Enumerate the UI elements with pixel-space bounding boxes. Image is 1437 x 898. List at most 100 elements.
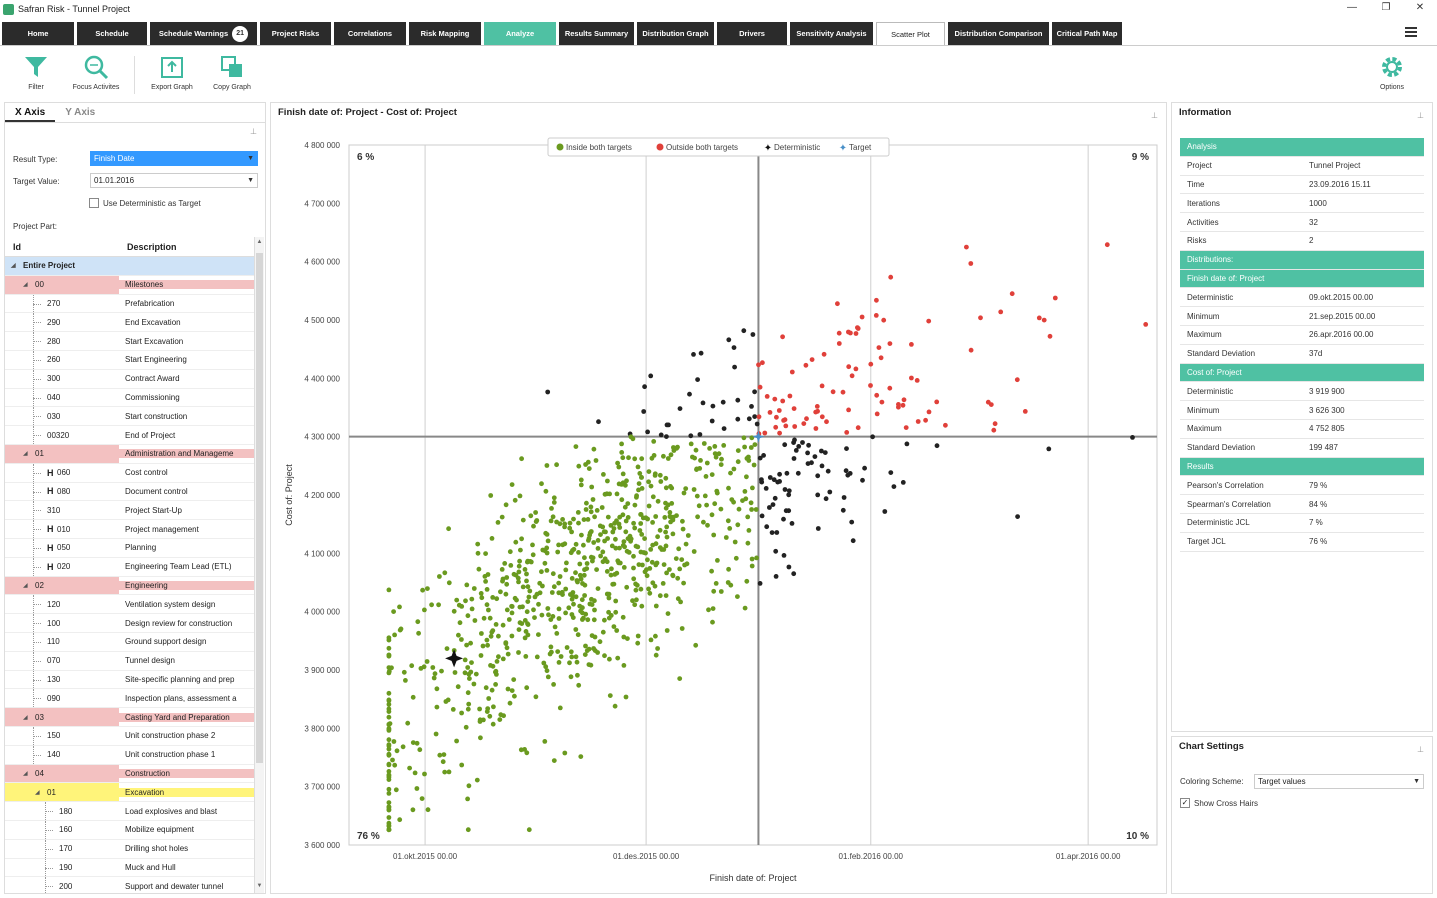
grid-row[interactable]: 160 Mobilize equipment: [5, 820, 257, 840]
point-inside-targets: [391, 739, 397, 744]
grid-row[interactable]: 190 Muck and Hull: [5, 858, 257, 878]
tab-scatter-plot[interactable]: Scatter Plot: [876, 22, 945, 45]
grid-row[interactable]: 090 Inspection plans, assessment a: [5, 689, 257, 709]
grid-row[interactable]: 100 Design review for construction: [5, 614, 257, 633]
scroll-thumb[interactable]: [256, 253, 263, 763]
grid-row[interactable]: 200 Support and dewater tunnel: [5, 877, 257, 893]
row-id: 04: [35, 768, 44, 778]
grid-row[interactable]: H 020 Engineering Team Lead (ETL): [5, 557, 257, 577]
hamburger-menu-icon[interactable]: [1405, 27, 1417, 37]
tab-x-axis[interactable]: X Axis: [5, 103, 56, 122]
grid-row[interactable]: 310 Project Start-Up: [5, 501, 257, 521]
grid-row[interactable]: 120 Ventilation system design: [5, 595, 257, 615]
focus-activities-button[interactable]: Focus Activites: [66, 54, 126, 91]
filter-button[interactable]: Filter: [6, 54, 66, 91]
point-mixed: [695, 377, 700, 382]
grid-row[interactable]: ◢ 00 Milestones: [5, 275, 257, 295]
grid-row[interactable]: 070 Tunnel design: [5, 651, 257, 671]
tab-analyze[interactable]: Analyze: [484, 22, 556, 45]
options-button[interactable]: Options: [1362, 54, 1422, 91]
grid-row[interactable]: 260 Start Engineering: [5, 350, 257, 370]
tab-risk-mapping[interactable]: Risk Mapping: [409, 22, 481, 45]
column-header-id[interactable]: Id: [13, 242, 21, 252]
pin-icon[interactable]: ⊥: [1417, 111, 1424, 120]
use-deterministic-checkbox[interactable]: [89, 198, 99, 208]
expand-icon[interactable]: ◢: [23, 582, 28, 589]
grid-row[interactable]: 130 Site-specific planning and prep: [5, 670, 257, 690]
scatter-plot[interactable]: 3 600 000 3 700 000 3 800 000 3 900 000 4 00…: [271, 103, 1166, 893]
tab-correlations[interactable]: Correlations: [334, 22, 406, 45]
point-inside-targets: [544, 668, 550, 674]
tab-schedule[interactable]: Schedule: [77, 22, 147, 45]
tree-line: [33, 614, 41, 632]
tab-schedule-warnings[interactable]: Schedule Warnings 21: [150, 22, 257, 45]
point-mixed: [849, 519, 855, 525]
grid-row[interactable]: H 050 Planning: [5, 538, 257, 558]
tab-drivers[interactable]: Drivers: [717, 22, 787, 45]
close-button[interactable]: ✕: [1415, 2, 1425, 13]
grid-row[interactable]: 300 Contract Award: [5, 369, 257, 389]
grid-row[interactable]: 170 Drilling shot holes: [5, 839, 257, 859]
show-crosshairs-checkbox[interactable]: ✓: [1180, 798, 1190, 808]
grid-row[interactable]: 00320 End of Project: [5, 426, 257, 445]
point-inside-targets: [484, 709, 490, 714]
tab-results-summary[interactable]: Results Summary: [559, 22, 634, 45]
tab-home[interactable]: Home: [2, 22, 74, 45]
point-inside-targets: [677, 566, 683, 572]
tab-critical-path-map[interactable]: Critical Path Map: [1052, 22, 1122, 45]
point-inside-targets: [519, 456, 524, 462]
export-graph-button[interactable]: Export Graph: [142, 54, 202, 91]
tab-label: Distribution Graph: [642, 29, 709, 38]
point-inside-targets: [705, 522, 710, 528]
copy-graph-button[interactable]: Copy Graph: [202, 54, 262, 91]
scroll-down-icon[interactable]: ▼: [256, 883, 263, 889]
grid-row[interactable]: ◢ 03 Casting Yard and Preparation: [5, 708, 257, 727]
grid-row[interactable]: H 010 Project management: [5, 520, 257, 539]
expand-icon[interactable]: ◢: [23, 451, 28, 458]
minimize-button[interactable]: —: [1347, 2, 1357, 13]
grid-row[interactable]: ◢ 01 Excavation: [5, 783, 257, 803]
filter-icon: [25, 57, 47, 77]
grid-row[interactable]: 180 Load explosives and blast: [5, 802, 257, 821]
point-inside-targets: [710, 606, 716, 611]
grid-row[interactable]: ◢ 04 Construction: [5, 764, 257, 784]
scroll-up-icon[interactable]: ▲: [256, 239, 263, 245]
coloring-scheme-value: Target values: [1258, 777, 1306, 786]
expand-icon[interactable]: ◢: [35, 789, 40, 796]
target-value-input[interactable]: 01.01.2016 ▼: [90, 173, 258, 188]
expand-icon[interactable]: ◢: [23, 282, 28, 289]
grid-row[interactable]: 030 Start construction: [5, 407, 257, 427]
grid-row[interactable]: 040 Commissioning: [5, 388, 257, 408]
grid-row[interactable]: ◢ Entire Project: [5, 257, 257, 276]
expand-icon[interactable]: ◢: [23, 714, 28, 721]
tab-sensitivity-analysis[interactable]: Sensitivity Analysis: [790, 22, 873, 45]
point-mixed: [749, 404, 754, 409]
grid-row[interactable]: 290 End Excavation: [5, 313, 257, 333]
tab-project-risks[interactable]: Project Risks: [260, 22, 331, 45]
tab-y-axis[interactable]: Y Axis: [65, 107, 96, 118]
pin-icon[interactable]: ⊥: [1417, 745, 1424, 754]
grid-scrollbar[interactable]: ▲ ▼: [254, 237, 264, 893]
grid-row[interactable]: ◢ 02 Engineering: [5, 576, 257, 596]
toolbar-divider: [134, 56, 135, 94]
grid-row[interactable]: 280 Start Excavation: [5, 332, 257, 351]
expand-icon[interactable]: ◢: [23, 770, 28, 777]
pin-icon[interactable]: ⊥: [1151, 111, 1158, 120]
expand-icon[interactable]: ◢: [11, 263, 16, 270]
grid-row[interactable]: 270 Prefabrication: [5, 294, 257, 314]
maximize-button[interactable]: ❐: [1381, 2, 1391, 13]
grid-row[interactable]: H 060 Cost control: [5, 463, 257, 483]
point-outside-targets: [792, 424, 798, 429]
grid-row[interactable]: 140 Unit construction phase 1: [5, 745, 257, 765]
tab-distribution-comparison[interactable]: Distribution Comparison: [948, 22, 1049, 45]
coloring-scheme-select[interactable]: Target values ▼: [1254, 774, 1424, 789]
grid-row[interactable]: 150 Unit construction phase 2: [5, 726, 257, 746]
grid-row[interactable]: 110 Ground support design: [5, 632, 257, 652]
pin-icon[interactable]: ⊥: [250, 127, 257, 136]
grid-row[interactable]: ◢ 01 Administration and Manageme: [5, 444, 257, 464]
tab-distribution-graph[interactable]: Distribution Graph: [637, 22, 714, 45]
column-header-description[interactable]: Description: [127, 242, 177, 252]
row-description: Drilling shot holes: [125, 844, 189, 854]
result-type-select[interactable]: Finish Date ▼: [90, 151, 258, 166]
grid-row[interactable]: H 080 Document control: [5, 482, 257, 502]
